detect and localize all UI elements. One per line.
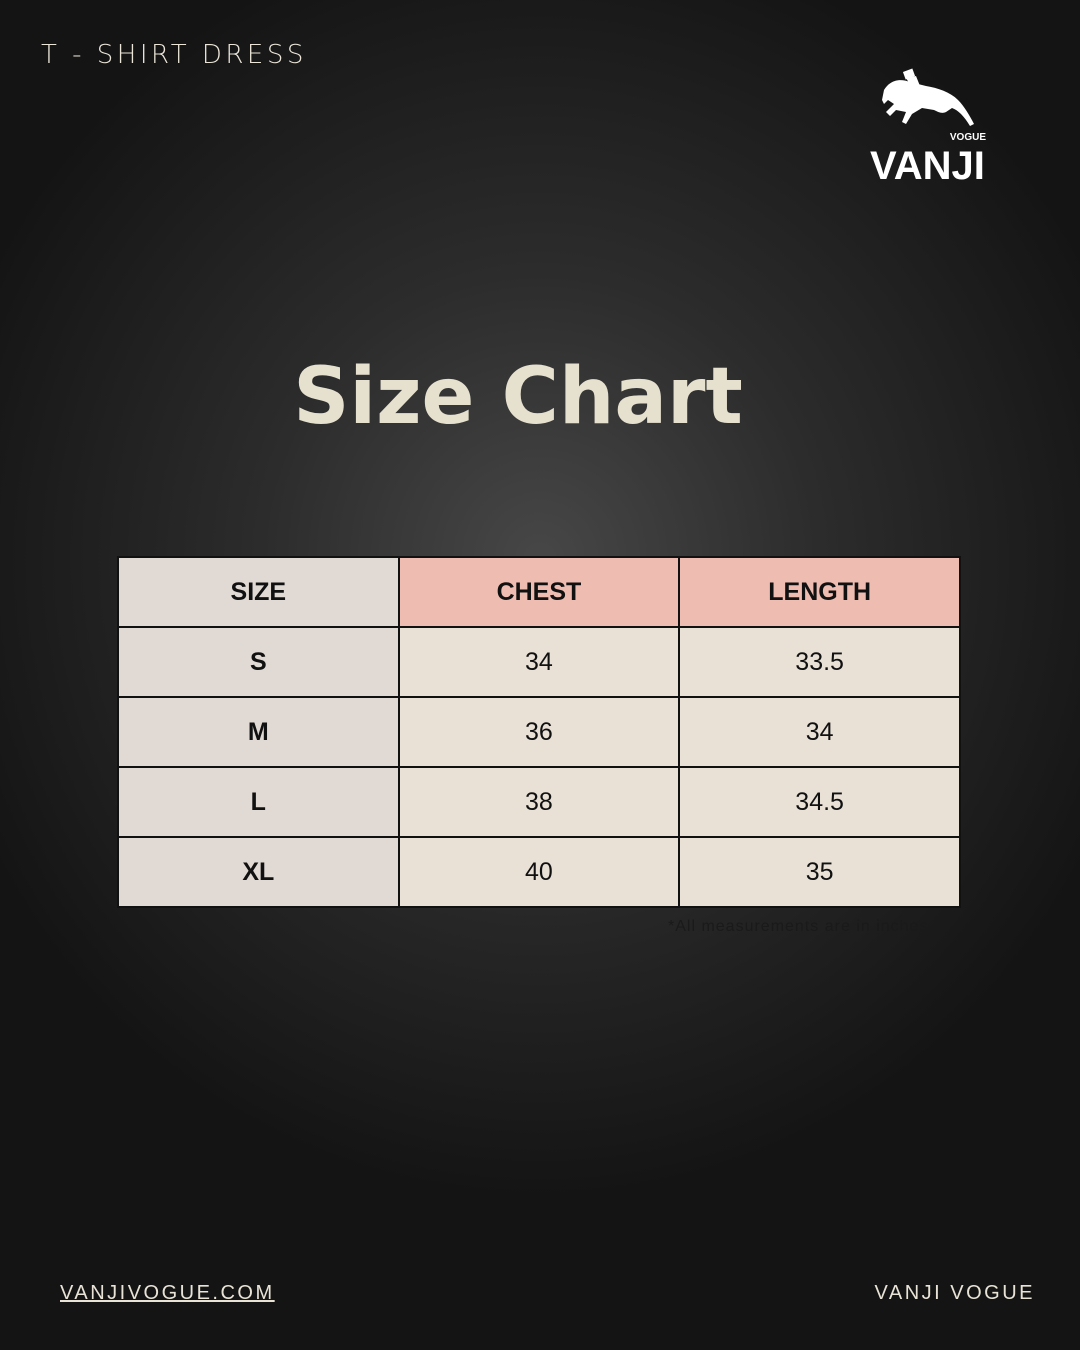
size-cell: M [117,696,400,768]
website-link[interactable]: VANJIVOGUE.COM [60,1282,275,1304]
table-row: L 38 34.5 [117,766,961,838]
table-row: M 36 34 [117,696,961,768]
horse-jumper-icon [882,68,974,126]
table-header-row: SIZE CHEST LENGTH [117,556,961,628]
category-label: T - SHIRT DRESS [41,40,307,70]
chest-cell: 38 [397,766,681,838]
length-cell: 34 [678,696,961,768]
table-row: XL 40 35 [117,836,961,908]
length-cell: 35 [678,836,961,908]
chest-cell: 34 [397,626,681,698]
brand-logo: VOGUE VANJI [866,66,996,190]
table-row: S 34 33.5 [117,626,961,698]
length-cell: 34.5 [678,766,961,838]
page-title: Size Chart [293,352,743,442]
brand-name: VANJI VOGUE [874,1282,1035,1304]
size-cell: S [117,626,400,698]
chest-cell: 36 [397,696,681,768]
header-chest: CHEST [397,556,681,628]
chest-cell: 40 [397,836,681,908]
logo-subtext: VOGUE [949,132,986,143]
size-chart-table: SIZE CHEST LENGTH S 34 33.5 M 36 34 L 38… [117,556,961,908]
size-cell: L [117,766,400,838]
logo-wordmark: VANJI [870,144,985,188]
measurement-note: *All measurements are in inches. [668,918,934,935]
length-cell: 33.5 [678,626,961,698]
header-length: LENGTH [678,556,961,628]
size-cell: XL [117,836,400,908]
header-size: SIZE [117,556,400,628]
